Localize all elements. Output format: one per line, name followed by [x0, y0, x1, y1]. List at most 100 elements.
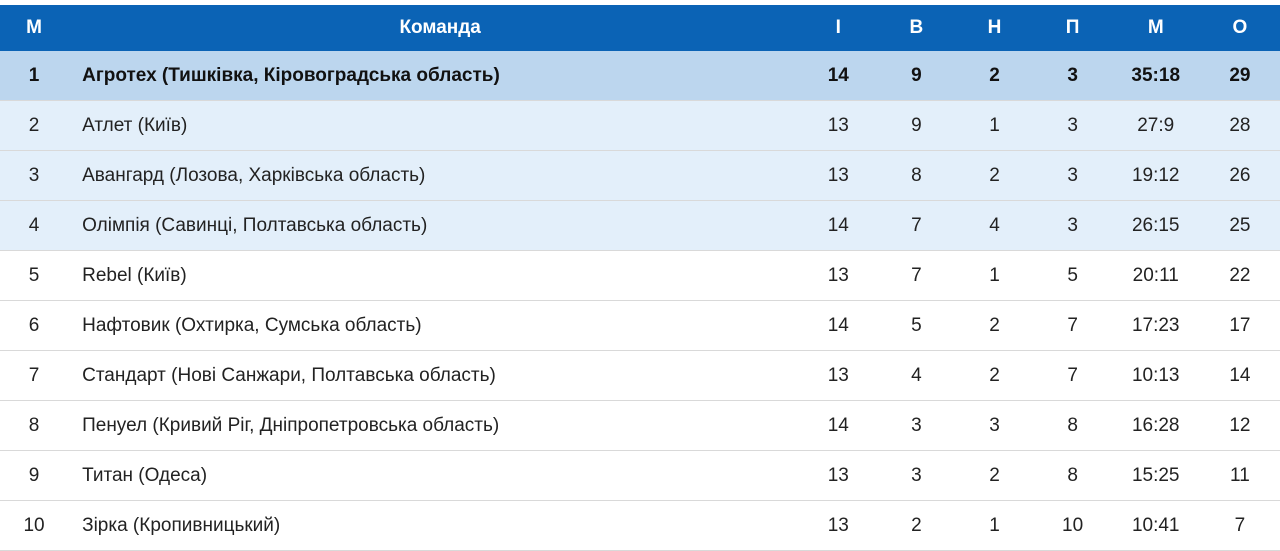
- row-position: 4: [0, 200, 69, 251]
- row-games: 13: [799, 450, 878, 501]
- row-losses: 7: [1033, 300, 1112, 351]
- row-losses: 3: [1033, 51, 1112, 101]
- row-points: 25: [1199, 200, 1280, 251]
- row-points: 7: [1199, 500, 1280, 551]
- row-wins: 9: [877, 100, 956, 151]
- row-team: Пенуел (Кривий Ріг, Дніпропетровська обл…: [68, 400, 800, 451]
- row-position: 6: [0, 300, 69, 351]
- row-position: 9: [0, 450, 69, 501]
- row-wins: 3: [877, 450, 956, 501]
- header-draws: Н: [955, 5, 1034, 51]
- row-wins: 7: [877, 250, 956, 301]
- row-wins: 3: [877, 400, 956, 451]
- row-games: 13: [799, 150, 878, 201]
- row-games: 14: [799, 51, 878, 101]
- row-wins: 2: [877, 500, 956, 551]
- row-games: 13: [799, 250, 878, 301]
- row-losses: 3: [1033, 200, 1112, 251]
- row-draws: 2: [955, 300, 1034, 351]
- row-losses: 5: [1033, 250, 1112, 301]
- row-points: 17: [1199, 300, 1280, 351]
- row-position: 8: [0, 400, 69, 451]
- row-games: 14: [799, 400, 878, 451]
- row-wins: 8: [877, 150, 956, 201]
- row-position: 7: [0, 350, 69, 401]
- row-position: 10: [0, 500, 69, 551]
- row-position: 5: [0, 250, 69, 301]
- header-team: Команда: [68, 5, 800, 51]
- standings-table: М Команда І В Н П М О 1 Агротех (Тишківка…: [0, 5, 1280, 551]
- row-points: 12: [1199, 400, 1280, 451]
- header-games: І: [799, 5, 878, 51]
- row-team: Олімпія (Савинці, Полтавська область): [68, 200, 800, 251]
- table-row: 4 Олімпія (Савинці, Полтавська область) 14…: [0, 200, 1280, 251]
- row-draws: 2: [955, 450, 1034, 501]
- row-draws: 1: [955, 250, 1034, 301]
- table-row: 7 Стандарт (Нові Санжари, Полтавська обла…: [0, 350, 1280, 401]
- header-losses: П: [1033, 5, 1112, 51]
- table-row: 8 Пенуел (Кривий Ріг, Дніпропетровська об…: [0, 400, 1280, 451]
- row-team: Зірка (Кропивницький): [68, 500, 800, 551]
- row-goals: 16:28: [1111, 400, 1200, 451]
- row-points: 26: [1199, 150, 1280, 201]
- row-goals: 17:23: [1111, 300, 1200, 351]
- row-losses: 10: [1033, 500, 1112, 551]
- row-losses: 3: [1033, 100, 1112, 151]
- row-team: Титан (Одеса): [68, 450, 800, 501]
- row-draws: 4: [955, 200, 1034, 251]
- row-draws: 3: [955, 400, 1034, 451]
- header-row: М Команда І В Н П М О: [0, 5, 1280, 51]
- row-draws: 2: [955, 51, 1034, 101]
- row-points: 14: [1199, 350, 1280, 401]
- row-games: 13: [799, 500, 878, 551]
- row-losses: 3: [1033, 150, 1112, 201]
- row-goals: 27:9: [1111, 100, 1200, 151]
- row-points: 22: [1199, 250, 1280, 301]
- row-goals: 19:12: [1111, 150, 1200, 201]
- header-goals: М: [1111, 5, 1200, 51]
- table-row: 9 Титан (Одеса) 13 3 2 8 15:25 11: [0, 450, 1280, 501]
- row-position: 2: [0, 100, 69, 151]
- row-wins: 5: [877, 300, 956, 351]
- row-goals: 26:15: [1111, 200, 1200, 251]
- table-row: 6 Нафтовик (Охтирка, Сумська область) 14 5 2…: [0, 300, 1280, 351]
- table-row: 2 Атлет (Київ) 13 9 1 3 27:9 28: [0, 100, 1280, 151]
- row-draws: 2: [955, 150, 1034, 201]
- row-goals: 15:25: [1111, 450, 1200, 501]
- table-row: 5 Rebel (Київ) 13 7 1 5 20:11 22: [0, 250, 1280, 301]
- row-losses: 8: [1033, 400, 1112, 451]
- row-points: 28: [1199, 100, 1280, 151]
- row-losses: 8: [1033, 450, 1112, 501]
- table-row: 1 Агротех (Тишківка, Кіровоградська облас…: [0, 51, 1280, 101]
- row-draws: 1: [955, 500, 1034, 551]
- table-row: 3 Авангард (Лозова, Харківська область) 13…: [0, 150, 1280, 201]
- row-team: Rebel (Київ): [68, 250, 800, 301]
- table-row: 10 Зірка (Кропивницький) 13 2 1 10 10:41 7: [0, 500, 1280, 551]
- row-goals: 35:18: [1111, 51, 1200, 101]
- row-team: Нафтовик (Охтирка, Сумська область): [68, 300, 800, 351]
- row-wins: 7: [877, 200, 956, 251]
- row-team: Стандарт (Нові Санжари, Полтавська облас…: [68, 350, 800, 401]
- row-team: Авангард (Лозова, Харківська область): [68, 150, 800, 201]
- row-team: Агротех (Тишківка, Кіровоградська област…: [68, 51, 800, 101]
- header-position: М: [0, 5, 69, 51]
- row-goals: 10:13: [1111, 350, 1200, 401]
- row-goals: 20:11: [1111, 250, 1200, 301]
- row-goals: 10:41: [1111, 500, 1200, 551]
- row-draws: 1: [955, 100, 1034, 151]
- row-games: 14: [799, 200, 878, 251]
- row-team: Атлет (Київ): [68, 100, 800, 151]
- row-games: 13: [799, 100, 878, 151]
- row-points: 29: [1199, 51, 1280, 101]
- header-wins: В: [877, 5, 956, 51]
- row-games: 14: [799, 300, 878, 351]
- row-draws: 2: [955, 350, 1034, 401]
- header-points: О: [1199, 5, 1280, 51]
- row-wins: 4: [877, 350, 956, 401]
- row-losses: 7: [1033, 350, 1112, 401]
- row-wins: 9: [877, 51, 956, 101]
- row-position: 3: [0, 150, 69, 201]
- row-games: 13: [799, 350, 878, 401]
- row-points: 11: [1199, 450, 1280, 501]
- row-position: 1: [0, 51, 69, 101]
